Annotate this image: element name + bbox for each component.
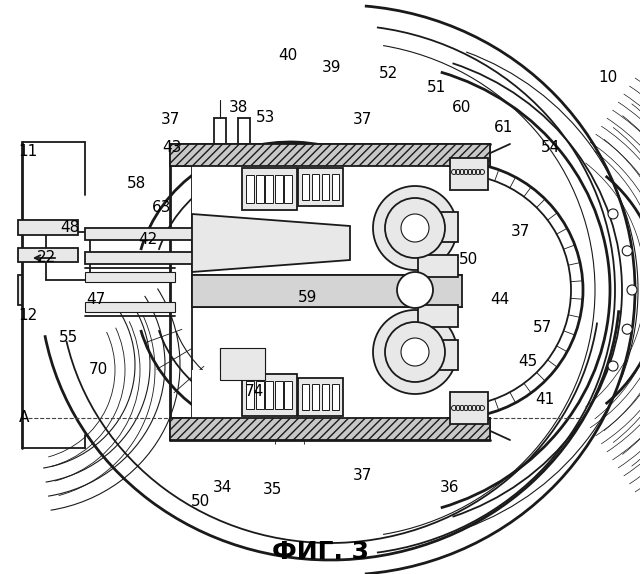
Circle shape xyxy=(622,324,632,334)
Polygon shape xyxy=(192,214,350,272)
Text: 10: 10 xyxy=(598,71,618,86)
Text: 34: 34 xyxy=(212,480,232,495)
Bar xyxy=(192,166,447,214)
Text: 51: 51 xyxy=(426,80,445,95)
Bar xyxy=(246,381,254,409)
Text: 59: 59 xyxy=(298,290,317,305)
Bar xyxy=(301,174,308,200)
Bar xyxy=(242,374,297,416)
Text: 37: 37 xyxy=(160,113,180,127)
Text: 58: 58 xyxy=(126,176,146,192)
Bar xyxy=(418,212,458,242)
Text: 35: 35 xyxy=(262,483,282,498)
Bar xyxy=(284,175,292,203)
Bar xyxy=(18,248,78,262)
Text: 37: 37 xyxy=(510,224,530,239)
Bar xyxy=(418,255,458,277)
Circle shape xyxy=(608,209,618,219)
Text: 22: 22 xyxy=(36,250,56,266)
Circle shape xyxy=(401,338,429,366)
Circle shape xyxy=(608,361,618,371)
Bar xyxy=(85,252,205,264)
Text: 12: 12 xyxy=(19,308,38,323)
Text: 63: 63 xyxy=(152,200,172,215)
Circle shape xyxy=(373,310,457,394)
Text: 70: 70 xyxy=(88,363,108,378)
Bar xyxy=(255,381,264,409)
Text: 50: 50 xyxy=(458,253,477,267)
Bar xyxy=(246,175,254,203)
Circle shape xyxy=(385,322,445,382)
Text: 11: 11 xyxy=(19,145,38,160)
Bar xyxy=(170,418,490,440)
Bar xyxy=(321,384,328,410)
Bar xyxy=(284,381,292,409)
Circle shape xyxy=(385,198,445,258)
Text: 60: 60 xyxy=(452,100,472,115)
Text: 37: 37 xyxy=(352,113,372,127)
Bar xyxy=(255,175,264,203)
Bar xyxy=(312,384,319,410)
Text: 57: 57 xyxy=(532,320,552,335)
Bar xyxy=(265,381,273,409)
Text: ФИГ. 3: ФИГ. 3 xyxy=(271,540,369,564)
Text: 37: 37 xyxy=(352,467,372,483)
Text: 40: 40 xyxy=(278,48,298,63)
Circle shape xyxy=(627,285,637,295)
Bar xyxy=(242,168,297,210)
Bar xyxy=(301,384,308,410)
Circle shape xyxy=(401,214,429,242)
Text: A: A xyxy=(19,410,29,425)
Bar xyxy=(18,220,78,235)
Text: 45: 45 xyxy=(518,355,538,370)
Circle shape xyxy=(397,272,433,308)
Bar xyxy=(312,174,319,200)
Bar xyxy=(85,302,175,312)
Bar xyxy=(298,378,343,416)
Text: 74: 74 xyxy=(244,385,264,400)
Bar xyxy=(418,305,458,327)
Bar xyxy=(85,228,205,240)
Bar xyxy=(298,168,343,206)
Text: 38: 38 xyxy=(228,100,248,115)
Text: 39: 39 xyxy=(323,60,342,76)
Text: 36: 36 xyxy=(440,480,460,495)
Text: 48: 48 xyxy=(60,220,79,235)
Text: 42: 42 xyxy=(138,232,157,247)
Text: 44: 44 xyxy=(490,293,509,308)
Text: 54: 54 xyxy=(540,141,559,156)
Bar xyxy=(192,370,447,418)
Text: 52: 52 xyxy=(378,67,397,82)
Text: 53: 53 xyxy=(256,111,276,126)
Circle shape xyxy=(373,186,457,270)
Bar xyxy=(332,174,339,200)
Circle shape xyxy=(622,246,632,256)
Bar xyxy=(450,392,488,424)
Bar xyxy=(85,272,175,282)
Bar xyxy=(332,384,339,410)
Bar xyxy=(450,158,488,190)
Text: 55: 55 xyxy=(58,331,77,346)
Text: 50: 50 xyxy=(190,494,210,510)
Text: 61: 61 xyxy=(494,121,514,135)
Bar xyxy=(418,340,458,370)
Bar xyxy=(170,144,490,166)
Bar xyxy=(192,275,462,307)
Text: 43: 43 xyxy=(163,141,182,156)
Bar xyxy=(265,175,273,203)
Text: 41: 41 xyxy=(536,393,555,408)
Bar xyxy=(220,348,265,380)
Bar xyxy=(275,381,282,409)
Bar xyxy=(321,174,328,200)
Bar xyxy=(275,175,282,203)
Text: 47: 47 xyxy=(86,293,106,308)
Bar xyxy=(18,275,22,305)
